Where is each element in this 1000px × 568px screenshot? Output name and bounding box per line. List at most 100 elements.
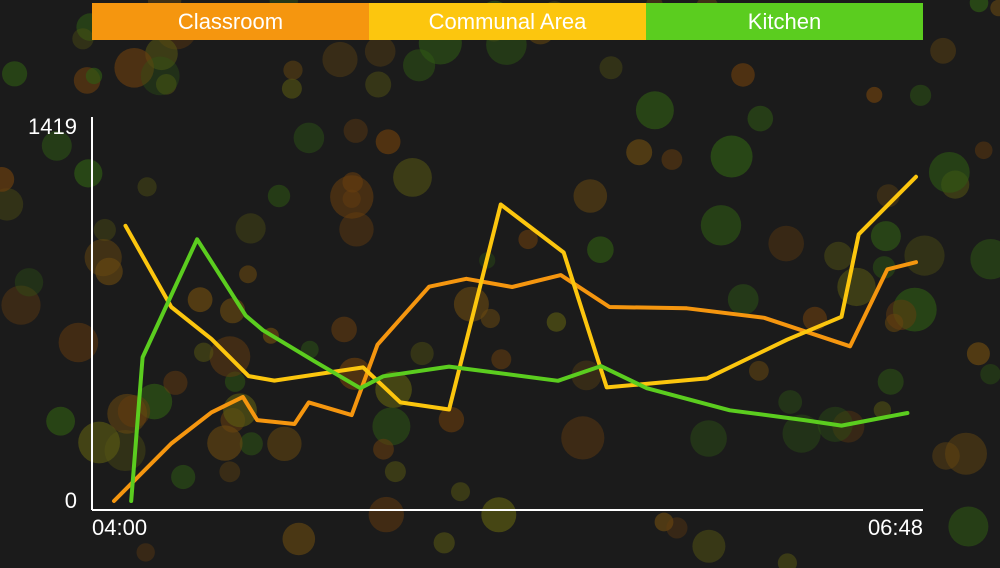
bokeh-dot	[171, 464, 196, 490]
bokeh-dot	[692, 529, 726, 563]
bokeh-dot	[970, 239, 1000, 280]
bokeh-dot	[85, 67, 103, 85]
bokeh-dot	[72, 28, 94, 50]
legend: Classroom Communal Area Kitchen	[92, 3, 923, 40]
bokeh-dot	[438, 407, 465, 433]
bokeh-dot	[136, 543, 155, 562]
bokeh-dot	[239, 432, 263, 456]
bokeh-dot	[782, 414, 821, 453]
bokeh-dot	[46, 406, 75, 436]
bokeh-dot	[710, 135, 753, 178]
bokeh-dot	[0, 188, 24, 221]
bokeh-dot	[654, 512, 674, 532]
bokeh-dot	[283, 60, 303, 80]
bokeh-dot	[453, 286, 489, 322]
bokeh-dot	[777, 553, 797, 568]
bokeh-dot	[930, 37, 956, 64]
bokeh-dot	[910, 84, 932, 106]
bokeh-dot	[58, 322, 99, 363]
bokeh-dot	[207, 425, 243, 461]
bokeh-dot	[451, 482, 470, 502]
bokeh-dot	[884, 313, 904, 333]
bokeh-dot	[877, 368, 904, 395]
bokeh-dot	[727, 284, 759, 315]
bokeh-dot	[239, 265, 257, 284]
bokeh-dot	[331, 316, 357, 343]
bokeh-dot	[187, 287, 213, 313]
bokeh-dot	[824, 241, 853, 271]
bokeh-dot	[339, 212, 374, 247]
bokeh-dot	[410, 341, 434, 366]
bokeh-dot	[282, 522, 316, 556]
bokeh-dot	[561, 416, 605, 460]
bokeh-dot	[375, 371, 412, 408]
legend-item-classroom: Classroom	[92, 3, 369, 40]
bokeh-dot	[293, 122, 325, 154]
bokeh-dot	[481, 497, 517, 533]
bokeh-dot	[74, 159, 103, 188]
bokeh-dot	[224, 371, 246, 392]
bokeh-dot	[2, 61, 28, 87]
bokeh-dot	[866, 86, 883, 103]
bokeh-dot	[137, 177, 157, 197]
bokeh-dot	[267, 184, 291, 208]
bokeh-dot	[78, 421, 120, 464]
series-line-kitchen	[129, 237, 910, 503]
bokeh-dot	[832, 410, 865, 443]
x-tick-label-end: 06:48	[868, 515, 923, 540]
bokeh-dot	[364, 36, 396, 67]
legend-item-communal-area: Communal Area	[369, 3, 646, 40]
bokeh-dot	[932, 442, 960, 470]
bokeh-dot	[546, 312, 567, 332]
x-tick-label-start: 04:00	[92, 515, 147, 540]
bokeh-dot	[393, 158, 432, 197]
bokeh-dot	[368, 496, 404, 533]
bokeh-dot	[969, 0, 989, 13]
bokeh-dot	[599, 56, 623, 80]
bokeh-dot	[343, 118, 368, 143]
bokeh-dot	[322, 41, 358, 78]
bokeh-dot	[635, 91, 674, 130]
series-line-classroom	[112, 260, 918, 503]
bokeh-dot	[661, 149, 683, 170]
bokeh-dot	[14, 268, 44, 297]
series-layer	[112, 174, 918, 503]
y-tick-label-min: 0	[65, 488, 77, 513]
bokeh-dot	[163, 370, 188, 395]
bokeh-dot	[0, 167, 15, 192]
bokeh-dot	[375, 129, 401, 155]
bokeh-dot	[573, 179, 608, 213]
bokeh-dot	[945, 432, 987, 475]
bokeh-dot	[666, 517, 688, 539]
bokeh-dot	[892, 287, 937, 332]
bokeh-dot	[114, 48, 154, 88]
bokeh-dot	[41, 130, 72, 161]
bokeh-dot	[690, 420, 727, 457]
bokeh-dot	[747, 105, 774, 132]
bokeh-dot	[948, 506, 989, 547]
y-tick-label-max: 1419	[28, 114, 77, 139]
series-line-communal-area	[123, 174, 918, 412]
bokeh-dot	[117, 395, 151, 428]
bokeh-dot	[974, 141, 993, 160]
bokeh-dot	[980, 364, 1000, 385]
bokeh-dot	[587, 236, 614, 263]
bokeh-dot	[384, 461, 406, 483]
bokeh-dot	[140, 56, 180, 96]
bokeh-dot	[700, 205, 742, 246]
bokeh-dot	[518, 229, 538, 250]
bokeh-dot	[372, 407, 411, 446]
bokeh-dot	[731, 63, 755, 87]
bokeh-dot	[267, 426, 302, 461]
bokeh-dot	[928, 152, 970, 193]
bokeh-dot	[373, 438, 394, 460]
bokeh-dot	[281, 78, 302, 99]
bokeh-dot	[219, 461, 241, 483]
bokeh-dot	[433, 532, 455, 554]
bokeh-dot	[990, 0, 1000, 17]
bokeh-dot	[873, 401, 892, 419]
bokeh-dot	[778, 390, 803, 414]
bokeh-dot	[235, 213, 266, 244]
legend-item-kitchen: Kitchen	[646, 3, 923, 40]
